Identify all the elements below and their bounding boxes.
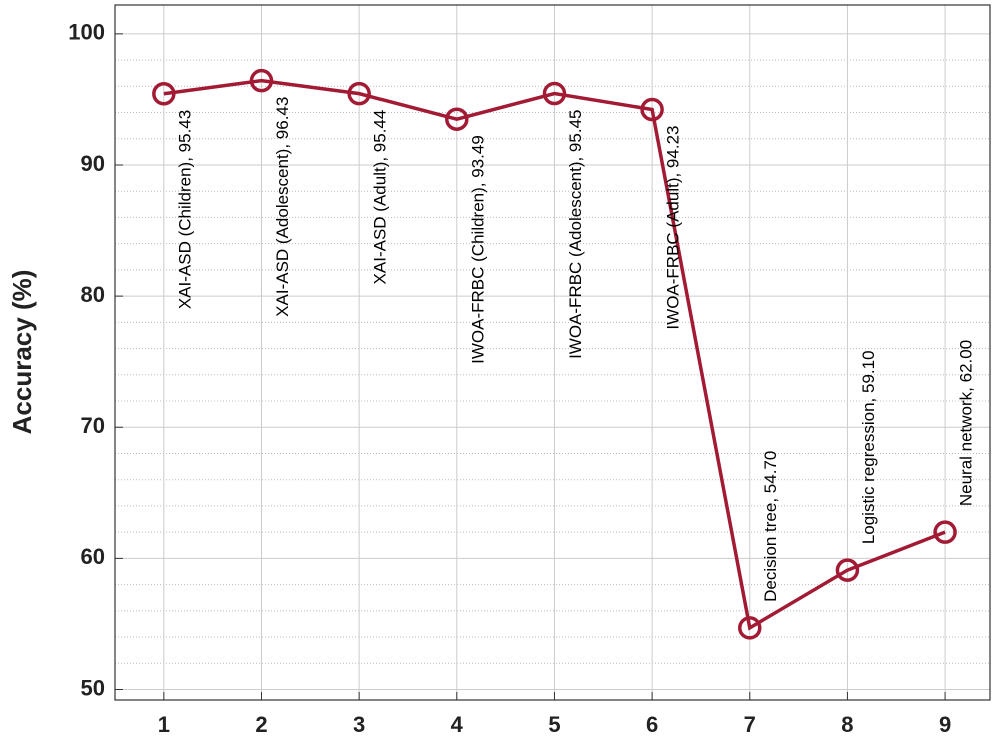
y-tick-label: 70 bbox=[81, 413, 105, 438]
data-label: IWOA-FRBC (Adolescent), 95.45 bbox=[566, 110, 585, 359]
marker bbox=[738, 616, 762, 640]
data-label: Decision tree, 54.70 bbox=[761, 451, 780, 602]
y-tick-label: 100 bbox=[68, 20, 105, 45]
marker bbox=[347, 81, 371, 106]
marker bbox=[152, 82, 176, 106]
y-tick-label: 60 bbox=[81, 544, 105, 569]
y-tick-label: 50 bbox=[81, 675, 105, 700]
y-tick-label: 80 bbox=[81, 282, 105, 307]
marker bbox=[542, 81, 567, 106]
x-tick-label: 4 bbox=[451, 712, 464, 737]
y-tick-label: 90 bbox=[81, 151, 105, 176]
x-tick-label: 2 bbox=[255, 712, 267, 737]
x-tick-label: 1 bbox=[158, 712, 170, 737]
data-label: IWOA-FRBC (Children), 93.49 bbox=[468, 135, 487, 364]
x-tick-label: 9 bbox=[939, 712, 951, 737]
y-axis-label: Accuracy (%) bbox=[7, 270, 37, 435]
marker bbox=[640, 97, 664, 122]
marker bbox=[445, 107, 469, 131]
data-label: IWOA-FRBC (Adult), 94.23 bbox=[664, 126, 683, 330]
marker bbox=[835, 558, 860, 582]
data-label: XAI-ASD (Adult), 95.44 bbox=[371, 110, 390, 285]
x-tick-label: 5 bbox=[548, 712, 560, 737]
plot-frame bbox=[114, 4, 991, 701]
x-tick-label: 8 bbox=[841, 712, 853, 737]
x-tick-label: 3 bbox=[353, 712, 365, 737]
marker bbox=[249, 68, 274, 93]
x-tick-label: 6 bbox=[646, 712, 658, 737]
data-label: Logistic regression, 59.10 bbox=[859, 350, 878, 544]
x-tick-label: 7 bbox=[744, 712, 756, 737]
data-label: XAI-ASD (Children), 95.43 bbox=[175, 110, 194, 309]
marker bbox=[933, 520, 957, 544]
data-label: XAI-ASD (Adolescent), 96.43 bbox=[273, 97, 292, 317]
line bbox=[163, 78, 946, 631]
data-label: Neural network, 62.00 bbox=[957, 340, 976, 506]
